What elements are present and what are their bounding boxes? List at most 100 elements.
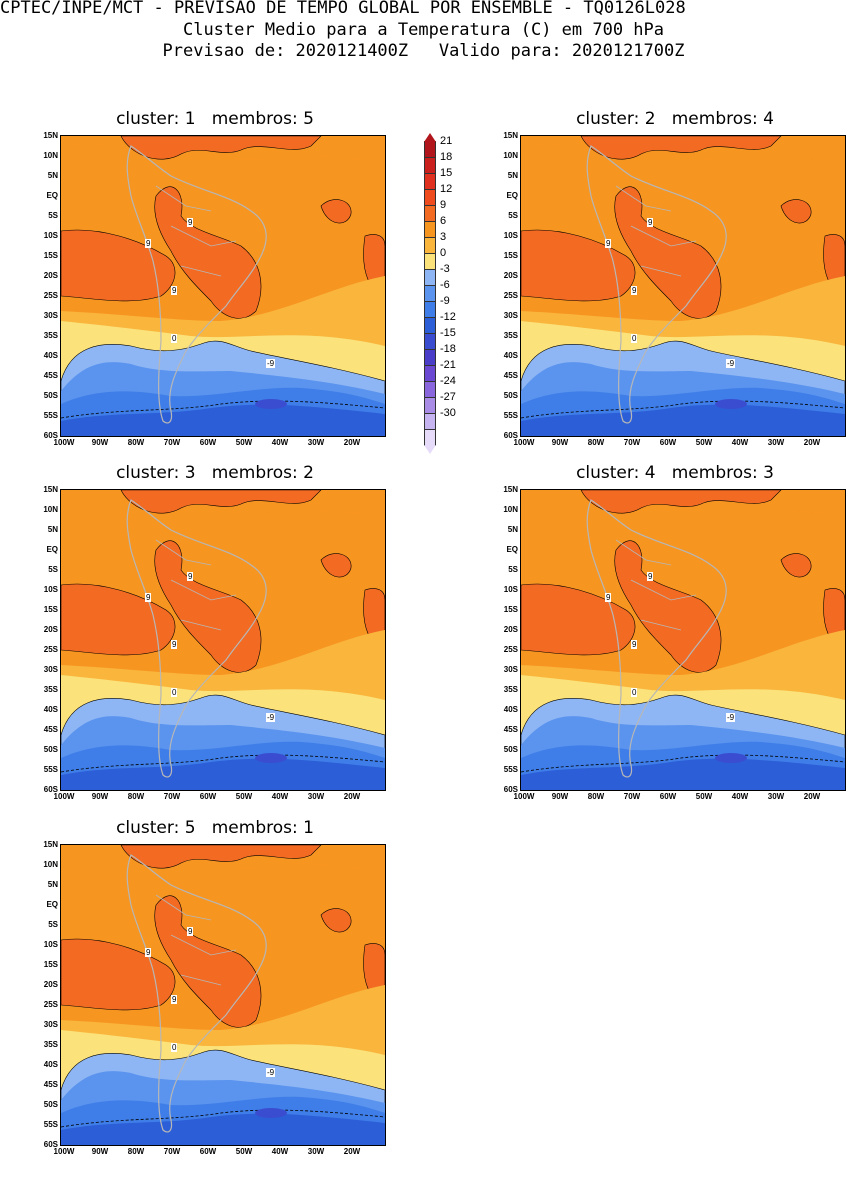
lon-tick-label: 20W: [343, 1147, 361, 1156]
lon-tick-label: 50W: [235, 1147, 253, 1156]
lat-tick-label: EQ: [506, 545, 518, 554]
lon-tick-label: 80W: [127, 438, 145, 447]
lon-tick-label: 80W: [587, 792, 605, 801]
lat-tick-label: 5S: [48, 565, 58, 574]
lat-tick-label: 20S: [43, 625, 58, 634]
colorbar-swatch: [424, 429, 436, 446]
map-panel-cluster-3: cluster: 3 membros: 2 15N 10N 5N EQ 5S 10S 15S 2…: [20, 463, 410, 827]
lat-tick-label: 20S: [43, 271, 58, 280]
lon-tick-label: 80W: [587, 438, 605, 447]
lon-tick-label: 50W: [235, 438, 253, 447]
lon-tick-label: 90W: [91, 792, 109, 801]
colorbar-swatch: [424, 205, 436, 222]
colorbar-bottom-arrow: [424, 445, 436, 454]
contour-label: -9: [726, 713, 736, 722]
lat-tick-label: 10N: [503, 151, 518, 160]
lat-tick-label: 45S: [43, 1080, 58, 1089]
contour-label: 0: [171, 1043, 178, 1052]
panel-title: cluster: 2 membros: 4: [576, 109, 774, 129]
map-panel-cluster-5: cluster: 5 membros: 1 15N 10N 5N EQ 5S 10S 15S 2…: [20, 818, 410, 1182]
lat-tick-label: 15N: [503, 485, 518, 494]
lat-tick-label: 35S: [503, 331, 518, 340]
lat-tick-label: EQ: [506, 191, 518, 200]
contour-label: 0: [631, 688, 638, 697]
header-line-1: CPTEC/INPE/MCT - PREVISAO DE TEMPO GLOBA…: [0, 0, 686, 18]
contour-label: 0: [171, 334, 178, 343]
lon-tick-label: 90W: [551, 438, 569, 447]
lat-tick-label: 40S: [503, 705, 518, 714]
colorbar-swatch: [424, 397, 436, 414]
lat-tick-label: 55S: [43, 765, 58, 774]
lon-tick-label: 20W: [343, 438, 361, 447]
lat-tick-label: 35S: [43, 1040, 58, 1049]
lon-tick-label: 30W: [307, 1147, 325, 1156]
lon-tick-label: 100W: [53, 438, 75, 447]
lon-tick-label: 60W: [199, 1147, 217, 1156]
lat-tick-label: 30S: [503, 311, 518, 320]
colorbar-swatch: [424, 253, 436, 270]
lat-tick-label: 30S: [503, 665, 518, 674]
lon-tick-label: 40W: [731, 438, 749, 447]
colorbar-label: -24: [440, 375, 456, 387]
lon-tick-label: 40W: [271, 792, 289, 801]
header-line-2: Cluster Medio para a Temperatura (C) em …: [182, 20, 665, 40]
lat-tick-label: EQ: [46, 191, 58, 200]
contour-label: 9: [187, 927, 194, 936]
contour-label: 9: [647, 572, 654, 581]
contour-label: 9: [145, 593, 152, 602]
colorbar-swatch: [424, 269, 436, 286]
lat-tick-label: 25S: [43, 1000, 58, 1009]
lat-tick-label: 35S: [503, 685, 518, 694]
colorbar-swatch: [424, 317, 436, 334]
colorbar-swatch: [424, 189, 436, 206]
contour-label: -9: [726, 359, 736, 368]
colorbar-label: -18: [440, 343, 456, 355]
lat-tick-label: 25S: [43, 291, 58, 300]
lon-tick-label: 60W: [659, 438, 677, 447]
lat-tick-label: 5S: [508, 211, 518, 220]
lat-tick-label: 35S: [43, 331, 58, 340]
colorbar-label: -12: [440, 311, 456, 323]
contour-label: 9: [187, 572, 194, 581]
contour-label: 9: [605, 239, 612, 248]
lon-tick-label: 100W: [53, 792, 75, 801]
colorbar-label: -27: [440, 391, 456, 403]
temperature-map: 9 9 9 0 -9: [60, 844, 386, 1146]
lon-tick-label: 80W: [127, 792, 145, 801]
lon-tick-label: 80W: [127, 1147, 145, 1156]
colorbar-swatch: [424, 285, 436, 302]
lat-tick-label: 50S: [503, 745, 518, 754]
panel-title: cluster: 5 membros: 1: [116, 818, 314, 838]
colorbar-label: -9: [440, 295, 450, 307]
contour-label: 9: [187, 218, 194, 227]
lat-tick-label: 5N: [47, 525, 58, 534]
contour-label: 9: [605, 593, 612, 602]
lat-tick-label: 40S: [43, 705, 58, 714]
contour-label: 9: [171, 286, 178, 295]
lat-tick-label: 25S: [43, 645, 58, 654]
lat-tick-label: 5N: [507, 525, 518, 534]
temperature-field: [61, 490, 385, 790]
lat-tick-label: 55S: [503, 765, 518, 774]
panel-title: cluster: 4 membros: 3: [576, 463, 774, 483]
contour-label: 9: [171, 995, 178, 1004]
lat-tick-label: 15N: [503, 131, 518, 140]
colorbar-label: 15: [440, 167, 453, 179]
lat-tick-label: 15N: [43, 131, 58, 140]
lat-tick-label: 55S: [43, 1120, 58, 1129]
colorbar-swatch: [424, 237, 436, 254]
lat-tick-label: 10N: [43, 860, 58, 869]
lon-tick-label: 60W: [199, 438, 217, 447]
lat-tick-label: 25S: [503, 291, 518, 300]
lat-tick-label: 15S: [503, 605, 518, 614]
lat-tick-label: 10N: [503, 505, 518, 514]
lat-tick-label: 10S: [503, 585, 518, 594]
lon-tick-label: 20W: [343, 792, 361, 801]
lon-tick-label: 90W: [91, 438, 109, 447]
contour-label: 9: [145, 239, 152, 248]
lon-tick-label: 90W: [551, 792, 569, 801]
map-panel-cluster-2: cluster: 2 membros: 4 15N 10N 5N EQ 5S 10S 15S 2…: [480, 109, 847, 473]
contour-label: -9: [266, 1068, 276, 1077]
lat-tick-label: 25S: [503, 645, 518, 654]
contour-label: 9: [171, 640, 178, 649]
